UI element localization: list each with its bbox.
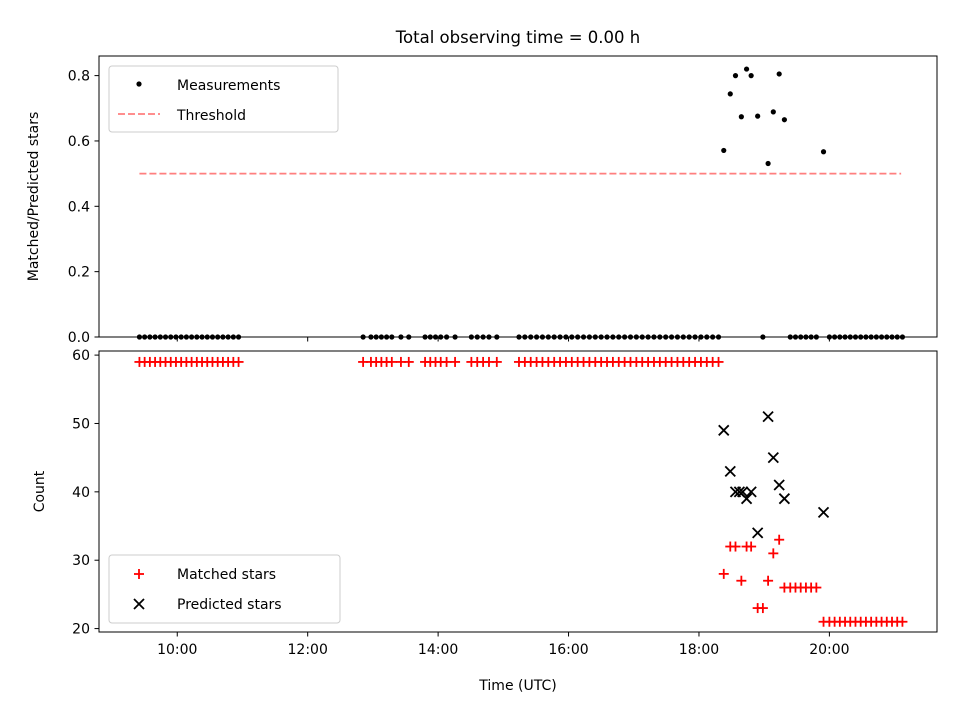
predicted-star-marker — [752, 527, 764, 539]
bottom-ytick-label: 50 — [72, 416, 90, 432]
matched-star-marker — [713, 356, 724, 367]
bottom-xtick-label: 12:00 — [288, 642, 328, 658]
matched-star-marker — [730, 541, 741, 552]
matched-star-marker — [746, 541, 757, 552]
matched-star-marker — [403, 356, 414, 367]
predicted-star-marker — [762, 410, 774, 423]
measurement-point — [743, 66, 750, 72]
predicted-marker-b — [724, 465, 736, 477]
matched-star-marker — [736, 575, 747, 586]
predicted-marker-b — [740, 493, 753, 505]
top-ytick-label: 0.6 — [68, 134, 90, 150]
bottom-legend-box — [108, 554, 341, 624]
matched-star-marker — [718, 568, 729, 579]
top-axes-frame — [98, 55, 938, 338]
predicted-marker-b — [733, 486, 746, 498]
predicted-marker-b — [718, 424, 730, 436]
bottom-ylabel: Count — [32, 470, 48, 512]
legend-measurements-label: Measurements — [177, 78, 280, 94]
measurement-point — [721, 147, 727, 154]
bottom-xlabel: Time (UTC) — [478, 678, 556, 694]
bottom-ytick-label: 40 — [72, 485, 90, 501]
bottom-ytick-label: 20 — [72, 622, 90, 638]
matched-star-marker — [768, 548, 779, 559]
measurement-point — [748, 73, 754, 79]
predicted-star-marker — [778, 493, 791, 505]
measurement-point — [738, 114, 744, 120]
measurement-point — [776, 71, 782, 77]
legend-predicted-label: Predicted stars — [177, 597, 282, 613]
bottom-xtick-label: 20:00 — [809, 642, 849, 658]
predicted-marker-b — [745, 486, 757, 498]
matched-star-marker — [897, 616, 908, 627]
top-ytick-label: 0.2 — [68, 265, 90, 281]
predicted-marker-b — [817, 506, 830, 518]
predicted-marker-b — [737, 486, 749, 498]
legend-measurement-marker — [136, 81, 142, 87]
top-legend: Measurements Threshold — [108, 65, 339, 133]
bottom-ytick-label: 60 — [72, 348, 90, 364]
predicted-marker-b — [767, 452, 779, 464]
predicted-star-marker — [767, 452, 779, 464]
legend-predicted-marker-b — [133, 598, 145, 610]
matched-star-marker — [811, 582, 822, 593]
predicted-marker-b — [773, 479, 785, 491]
predicted-marker-b — [778, 493, 791, 505]
bottom-legend: Matched stars Predicted stars — [108, 554, 341, 624]
matched-star-marker — [757, 603, 768, 614]
predicted-star-marker — [773, 479, 785, 491]
top-ytick-label: 0.4 — [68, 199, 90, 215]
legend-matched-label: Matched stars — [177, 567, 276, 583]
predicted-star-marker — [745, 486, 757, 498]
matched-star-marker — [763, 575, 774, 586]
predicted-marker-b — [762, 410, 774, 423]
legend-threshold-label: Threshold — [176, 108, 246, 124]
measurement-point — [770, 109, 776, 115]
top-ytick-label: 0.0 — [68, 330, 90, 346]
bottom-xtick-label: 18:00 — [679, 642, 719, 658]
bottom-xtick-label: 14:00 — [418, 642, 458, 658]
matched-star-marker — [233, 356, 244, 367]
bottom-xtick-label: 10:00 — [157, 642, 197, 658]
predicted-star-marker — [724, 465, 736, 477]
predicted-star-marker — [737, 486, 749, 498]
bottom-xtick-label: 16:00 — [548, 642, 588, 658]
measurement-point — [727, 91, 733, 97]
matched-star-marker — [491, 356, 502, 367]
measurement-point — [732, 73, 739, 79]
predicted-star-marker — [718, 424, 730, 436]
predicted-star-marker — [817, 506, 830, 518]
chart-title: Total observing time = 0.00 h — [395, 28, 640, 47]
matched-star-marker — [774, 534, 785, 545]
top-legend-box — [108, 65, 339, 133]
measurement-point — [781, 117, 787, 123]
measurement-point — [820, 149, 827, 155]
matched-star-marker — [450, 356, 461, 367]
top-ytick-label: 0.8 — [68, 69, 90, 85]
bottom-ytick-label: 30 — [72, 553, 90, 569]
measurement-point — [765, 160, 771, 167]
matched-star-marker — [386, 356, 397, 367]
predicted-star-marker — [740, 493, 753, 505]
top-ylabel: Matched/Predicted stars — [26, 112, 42, 282]
predicted-marker-b — [752, 527, 764, 539]
matched-star-marker — [441, 356, 452, 367]
measurement-point — [755, 113, 761, 119]
